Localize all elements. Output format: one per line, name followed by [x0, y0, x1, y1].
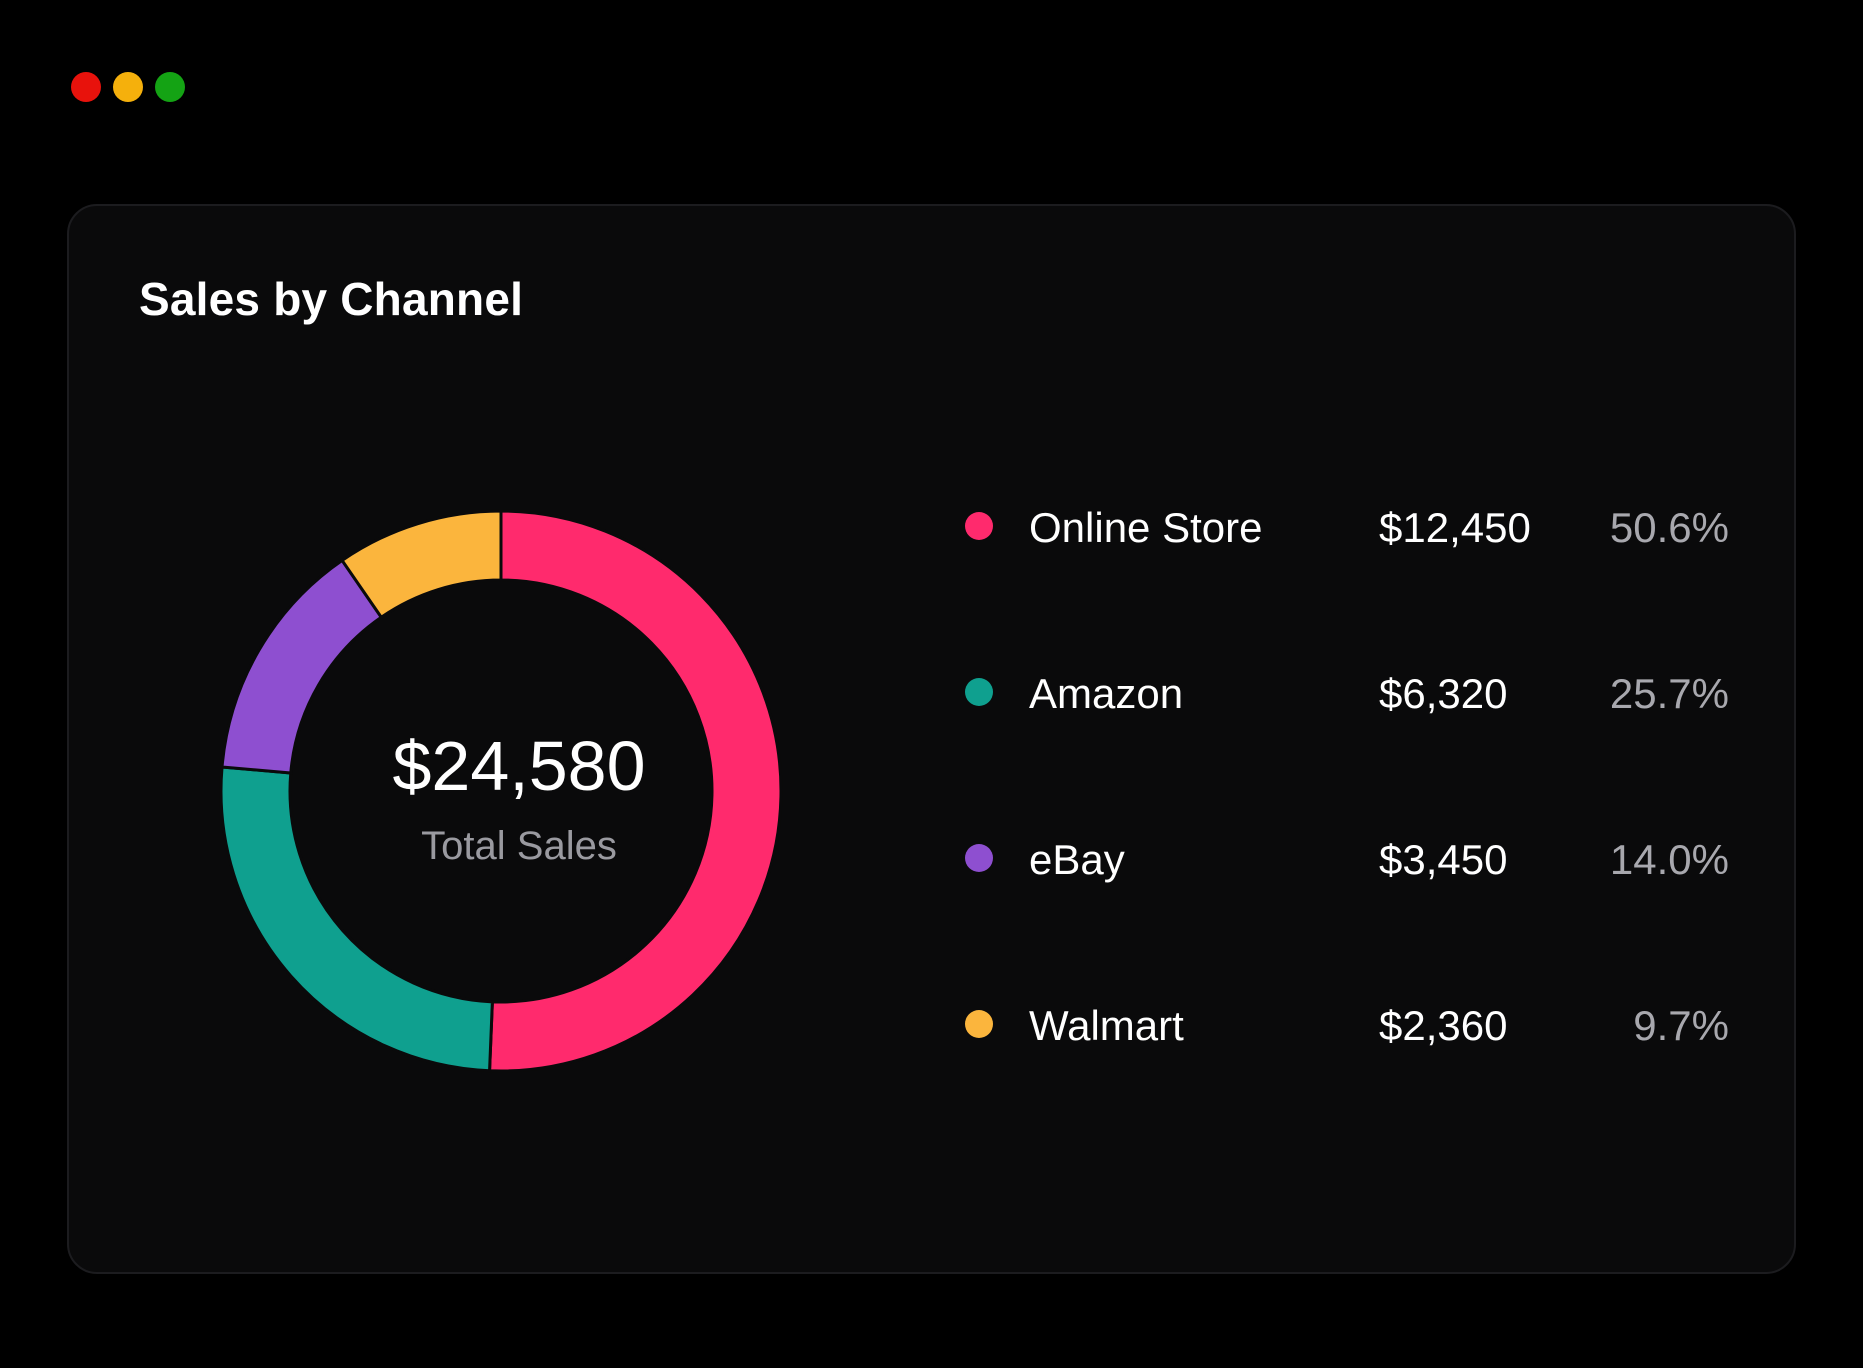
- close-window-button[interactable]: [71, 72, 101, 102]
- sales-by-channel-card: Sales by Channel $24,580 Total Sales Onl…: [67, 204, 1796, 1274]
- legend-value: $6,320: [1379, 670, 1508, 717]
- legend-percent: 9.7%: [1633, 1002, 1729, 1049]
- minimize-window-button[interactable]: [113, 72, 143, 102]
- card-title: Sales by Channel: [139, 273, 524, 325]
- legend-value: $2,360: [1379, 1002, 1508, 1049]
- legend-value: $12,450: [1379, 504, 1531, 551]
- legend-label: Amazon: [1029, 670, 1184, 717]
- legend-item: Online Store $12,450 50.6%: [949, 496, 1729, 556]
- donut-slice-online-store[interactable]: [487, 509, 783, 1073]
- legend-percent: 25.7%: [1609, 670, 1729, 717]
- window-controls: [71, 72, 185, 102]
- legend-label: eBay: [1029, 836, 1125, 883]
- total-sales-label: Total Sales: [421, 824, 617, 868]
- legend-color-dot: [965, 844, 993, 872]
- legend-value: $3,450: [1379, 836, 1508, 883]
- legend-label: Online Store: [1029, 504, 1263, 551]
- legend-item: Amazon $6,320 25.7%: [949, 662, 1729, 722]
- legend-item: Walmart $2,360 9.7%: [949, 994, 1729, 1054]
- legend-color-dot: [965, 1010, 993, 1038]
- legend-percent: 50.6%: [1609, 504, 1729, 551]
- donut-chart-svg: [219, 509, 783, 1073]
- donut-slice-walmart[interactable]: [340, 509, 503, 620]
- total-sales-value: $24,580: [392, 727, 646, 805]
- legend-color-dot: [965, 512, 993, 540]
- donut-slice-amazon[interactable]: [219, 765, 494, 1073]
- maximize-window-button[interactable]: [155, 72, 185, 102]
- legend-color-dot: [965, 678, 993, 706]
- legend-percent: 14.0%: [1609, 836, 1729, 883]
- legend-item: eBay $3,450 14.0%: [949, 828, 1729, 888]
- legend-label: Walmart: [1029, 1002, 1184, 1049]
- donut-chart: $24,580 Total Sales: [179, 446, 859, 1136]
